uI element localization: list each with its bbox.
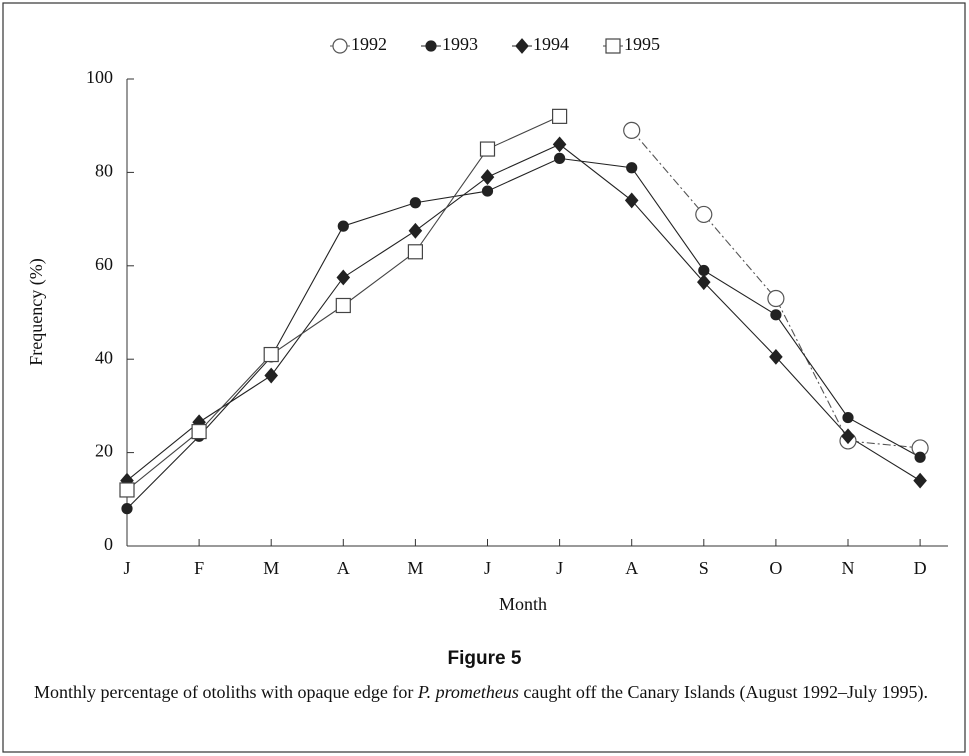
marker [480, 169, 495, 185]
caption-text: caught off the Canary Islands (August 19… [518, 682, 929, 702]
x-tick-label: M [263, 558, 279, 578]
marker [409, 197, 421, 209]
marker [191, 423, 207, 440]
x-tick-label: S [699, 558, 709, 578]
marker [552, 136, 567, 153]
marker [551, 108, 568, 124]
y-tick-label: 40 [95, 347, 113, 367]
legend-label: 1992 [351, 34, 387, 54]
y-tick-label: 80 [95, 161, 113, 181]
y-tick-label: 0 [104, 534, 113, 554]
legend-label: 1995 [624, 34, 660, 54]
y-tick-label: 100 [86, 67, 113, 87]
x-tick-label: J [484, 558, 491, 578]
marker [697, 274, 711, 291]
figure-label: Figure 5 [447, 648, 522, 669]
marker [770, 309, 782, 321]
marker [695, 205, 713, 224]
x-tick-label: A [625, 558, 638, 578]
marker [336, 269, 351, 286]
x-tick-label: J [556, 558, 563, 578]
marker [914, 451, 926, 463]
x-tick-label: D [914, 558, 927, 578]
x-tick-label: N [842, 558, 855, 578]
x-tick-label: J [123, 558, 130, 578]
series-line [126, 143, 921, 482]
series-line [126, 157, 921, 510]
marker [121, 503, 133, 515]
legend-marker [515, 38, 529, 54]
x-tick-label: O [769, 558, 782, 578]
legend-marker [605, 38, 621, 54]
marker [263, 346, 279, 363]
marker [479, 141, 496, 157]
caption-text: Monthly percentage of otoliths with opaq… [34, 682, 418, 702]
marker [553, 152, 566, 164]
y-tick-label: 20 [95, 441, 113, 461]
marker [119, 482, 135, 498]
marker [626, 162, 638, 174]
series-line [631, 130, 921, 449]
marker [624, 192, 639, 209]
marker [337, 220, 349, 232]
x-axis-label: Month [499, 594, 547, 614]
x-tick-label: A [337, 558, 350, 578]
y-axis-label: Frequency (%) [26, 258, 47, 365]
legend-label: 1993 [442, 34, 478, 54]
caption: Monthly percentage of otoliths with opaq… [34, 680, 954, 704]
y-tick-label: 60 [95, 254, 113, 274]
marker [408, 222, 423, 239]
caption-species: P. prometheus [417, 682, 519, 702]
marker [481, 185, 494, 197]
marker [841, 428, 855, 445]
x-tick-label: F [194, 558, 204, 578]
marker [407, 244, 423, 260]
marker [842, 411, 854, 424]
marker [335, 297, 351, 314]
x-tick-label: M [407, 558, 423, 578]
legend-label: 1994 [533, 34, 569, 54]
marker [913, 472, 927, 489]
marker [264, 367, 278, 384]
legend-marker [332, 38, 348, 54]
marker [698, 264, 710, 277]
marker [769, 348, 783, 365]
legend-marker [425, 40, 437, 52]
marker [623, 121, 641, 139]
marker [767, 289, 785, 308]
